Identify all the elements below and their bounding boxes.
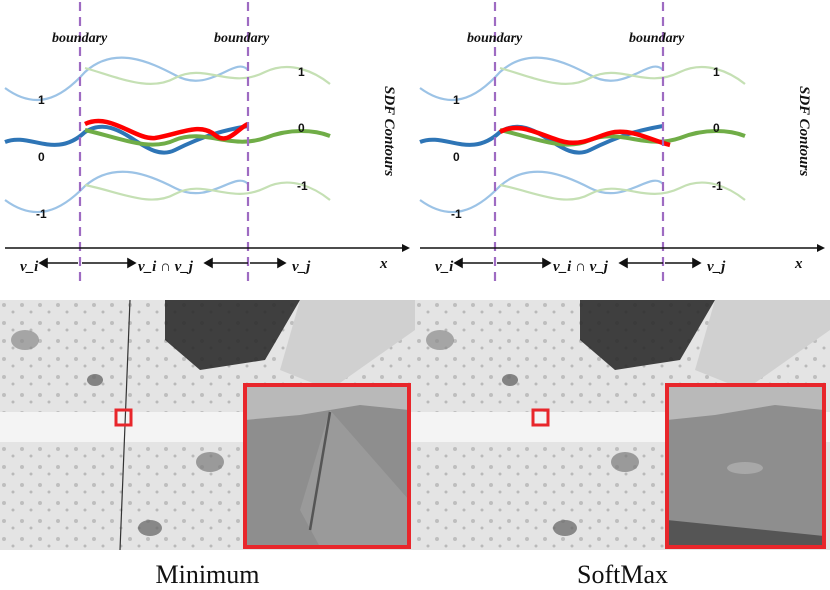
boundary-label-right: boundary bbox=[214, 31, 270, 46]
region-arrows bbox=[453, 257, 702, 269]
axis-intersection-label: v_i ∩ v_j bbox=[138, 259, 194, 275]
level-label-left-zero: 0 bbox=[38, 150, 45, 164]
vj-contour-minus1 bbox=[84, 181, 331, 201]
level-label-right-minus1: -1 bbox=[297, 179, 308, 193]
vi-contour-plus1 bbox=[4, 56, 249, 102]
panel-softmax: boundary boundary 1 0 -1 1 0 -1 SDF Cont… bbox=[415, 0, 830, 589]
panel-minimum: boundary boundary 1 0 -1 1 0 -1 SDF Cont… bbox=[0, 0, 415, 589]
zoom-inset-border bbox=[243, 383, 411, 549]
vj-contour-minus1 bbox=[499, 181, 746, 201]
fused-contour-minimum bbox=[84, 118, 250, 141]
zoom-marker bbox=[114, 408, 133, 427]
axis-vj-label: v_j bbox=[707, 259, 726, 275]
boundary-label-left: boundary bbox=[467, 31, 523, 46]
axis-vi-label: v_i bbox=[435, 259, 454, 275]
vj-contour-plus1 bbox=[84, 66, 331, 86]
vj-contour-zero bbox=[499, 128, 746, 147]
level-label-right-zero: 0 bbox=[298, 121, 305, 135]
x-axis-arrowhead bbox=[817, 244, 825, 252]
boundary-label-right: boundary bbox=[629, 31, 685, 46]
axis-x-label: x bbox=[379, 256, 388, 272]
reconstruction-render-minimum bbox=[0, 300, 415, 550]
vj-contour-plus1 bbox=[499, 66, 746, 86]
axis-vi-label: v_i bbox=[20, 259, 39, 275]
axis-x-label: x bbox=[794, 256, 803, 272]
level-label-left-plus1: 1 bbox=[453, 93, 460, 107]
fused-contour-softmax bbox=[498, 125, 671, 148]
x-axis-arrowhead bbox=[402, 244, 410, 252]
level-label-left-plus1: 1 bbox=[38, 93, 45, 107]
caption-minimum: Minimum bbox=[155, 560, 260, 589]
vi-contour-minus1 bbox=[419, 170, 664, 214]
level-label-right-plus1: 1 bbox=[713, 65, 720, 79]
sdf-contour-diagram-minimum: boundary boundary 1 0 -1 1 0 -1 SDF Cont… bbox=[4, 2, 410, 282]
region-arrows bbox=[38, 257, 287, 269]
boundary-label-left: boundary bbox=[52, 31, 108, 46]
vj-contour-zero bbox=[84, 128, 331, 147]
zoom-inset-border bbox=[665, 383, 826, 549]
level-label-right-zero: 0 bbox=[713, 121, 720, 135]
zoom-marker bbox=[531, 408, 550, 427]
vi-contour-minus1 bbox=[4, 170, 249, 214]
sdf-contours-label: SDF Contours bbox=[796, 86, 812, 176]
sdf-contour-diagram-softmax: boundary boundary 1 0 -1 1 0 -1 SDF Cont… bbox=[419, 2, 825, 282]
level-label-left-minus1: -1 bbox=[36, 207, 47, 221]
sdf-contours-label: SDF Contours bbox=[381, 86, 397, 176]
level-label-left-minus1: -1 bbox=[451, 207, 462, 221]
vi-contour-plus1 bbox=[419, 56, 664, 102]
axis-vj-label: v_j bbox=[292, 259, 311, 275]
axis-intersection-label: v_i ∩ v_j bbox=[553, 259, 609, 275]
level-label-left-zero: 0 bbox=[453, 150, 460, 164]
level-label-right-plus1: 1 bbox=[298, 65, 305, 79]
level-label-right-minus1: -1 bbox=[712, 179, 723, 193]
reconstruction-render-softmax bbox=[415, 300, 830, 550]
caption-softmax: SoftMax bbox=[577, 560, 668, 589]
